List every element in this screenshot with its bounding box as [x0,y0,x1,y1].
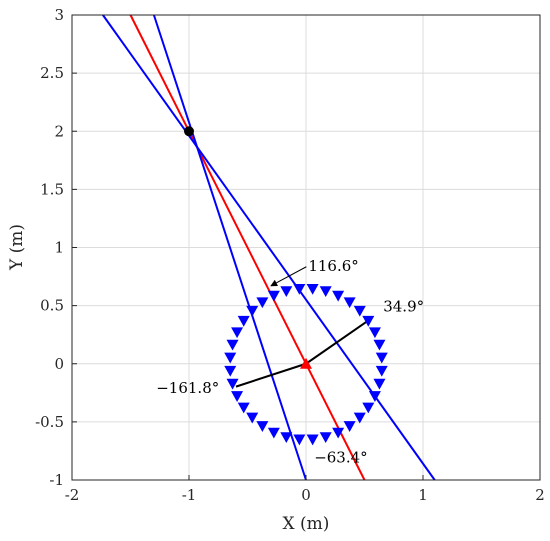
array-element [306,283,319,295]
y-tick-label: 0.5 [40,297,64,315]
y-tick-label: 2.5 [40,64,64,82]
y-tick-label: 0 [54,355,64,373]
array-element [231,391,244,402]
y-tick-label: 2 [54,122,64,140]
array-element [353,412,366,424]
array-element [373,339,386,351]
array-element [224,365,237,377]
array-element [267,427,280,439]
array-element [343,297,356,309]
annotation-label: −161.8° [156,379,219,397]
x-axis-label: X (m) [283,514,330,534]
array-element [368,391,381,402]
x-tick-label: 2 [535,486,545,504]
array-element [353,305,366,317]
array-element [224,352,237,364]
array-element [280,432,293,444]
y-axis-label: Y (m) [7,224,27,271]
array-element [231,327,244,339]
x-tick-label: 0 [301,486,311,504]
array-element [256,421,269,432]
y-tick-label: -1 [49,471,64,489]
ray [235,362,307,388]
array-element [226,339,239,351]
array-element [246,412,259,424]
y-tick-label: 1 [54,239,64,257]
tick-labels: -2 -1 0 1 2-1-0.500.511.522.53 [35,6,545,504]
array-element [375,352,388,364]
array-element [362,402,375,414]
plot-layer [102,14,436,481]
array-element [332,427,345,439]
center-marker [300,357,312,369]
line-red-0 [129,14,366,481]
array-element [226,378,239,390]
array-element [267,290,280,302]
array-element [319,286,332,298]
array-element [373,378,386,390]
array-element [256,297,269,309]
x-tick-label: -2 [65,486,80,504]
annotations: 116.6° 34.9° −161.8° −63.4° [156,257,424,467]
array-element [237,402,250,414]
annotation-label: −63.4° [314,449,367,467]
annotation-arrow [270,266,307,287]
ticks [71,14,541,481]
source-point [184,126,194,137]
annotation-label: 34.9° [383,297,424,315]
x-tick-label: -1 [182,486,197,504]
array-element [280,286,293,298]
x-tick-label: 1 [418,486,428,504]
array-element [343,421,356,432]
ray [305,321,368,365]
array-element [362,315,375,327]
y-tick-label: 3 [54,6,64,24]
annotation-label: 116.6° [308,257,358,275]
array-element [306,434,319,446]
array-element [332,290,345,302]
line-blue-1 [102,14,436,481]
y-tick-label: 1.5 [40,180,64,198]
array-element [293,434,306,446]
array-element [368,327,381,339]
array-element [293,283,306,295]
array-element [375,365,388,377]
array-element [246,305,259,317]
y-tick-label: -0.5 [35,413,64,431]
array-element [237,315,250,327]
line-blue-2 [152,14,307,481]
array-element [319,432,332,444]
